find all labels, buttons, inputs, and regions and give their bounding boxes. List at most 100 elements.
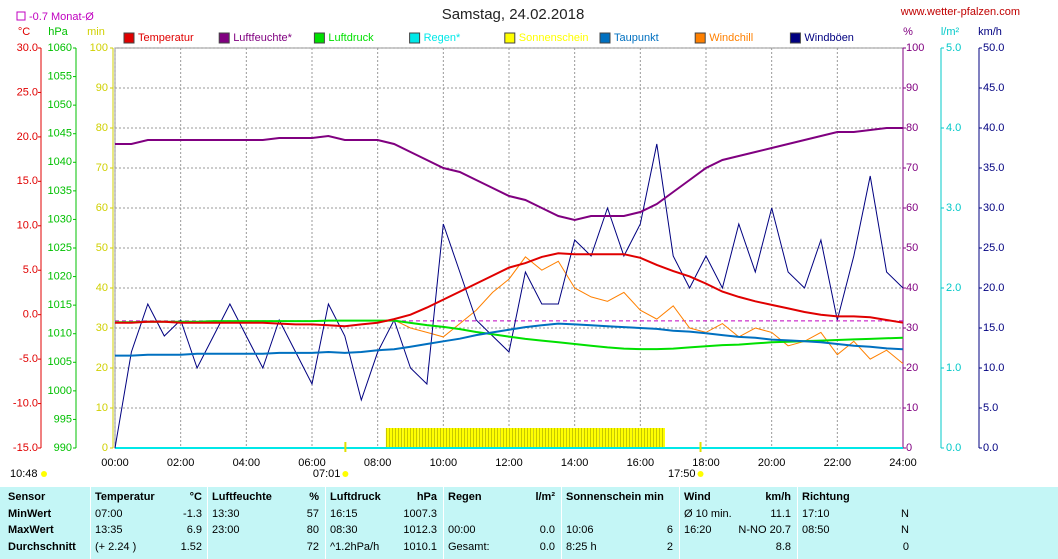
axis-unit: % (903, 26, 913, 38)
y-tick-label: 50 (906, 242, 918, 254)
y-tick-label: 1025 (48, 242, 72, 254)
y-tick-label: 45.0 (983, 82, 1004, 94)
x-tick-label: 04:00 (233, 457, 261, 469)
y-tick-label: 10.0 (983, 362, 1004, 374)
y-tick-label: 40.0 (983, 122, 1004, 134)
y-tick-label: 1040 (48, 156, 72, 168)
table-cell: Temperatur (95, 491, 155, 503)
legend-swatch (789, 32, 801, 44)
monthly-mean-label: -0.7 Monat-Ø (29, 11, 94, 23)
summary-table: Sensor Temperatur °C Luftfeuchte% Luftdruck h… (0, 487, 1058, 559)
table-separator (561, 487, 562, 559)
y-tick-label: 10 (906, 402, 918, 414)
y-tick-label: 1020 (48, 270, 72, 282)
y-tick-label: 5.0 (946, 42, 961, 54)
table-cell: 10:06 (566, 524, 594, 536)
y-tick-label: 60 (96, 202, 108, 214)
sun-label: 17:50 (668, 468, 696, 480)
y-tick-label: 2.0 (946, 282, 961, 294)
y-tick-label: 4.0 (946, 122, 961, 134)
table-separator (207, 487, 208, 559)
y-tick-label: 80 (96, 122, 108, 134)
y-tick-label: 40 (96, 282, 108, 294)
y-tick-label: 5.0 (23, 264, 38, 276)
y-tick-label: 1015 (48, 299, 72, 311)
legend-swatch (409, 32, 421, 44)
series-line (115, 322, 904, 357)
table-cell: (+ 2.24 ) (95, 540, 137, 553)
y-tick-label: 1050 (48, 99, 72, 111)
y-tick-label: 1010 (48, 328, 72, 340)
table-cell: Richtung (802, 491, 850, 503)
x-tick-label: 24:00 (889, 457, 917, 469)
table-cell: 23:00 (212, 524, 240, 536)
y-tick-label: 25.0 (983, 242, 1004, 254)
sunshine-bar (550, 428, 567, 448)
table-cell: 6 (666, 524, 673, 536)
table-cell: 11.1 (770, 507, 791, 520)
y-tick-label: 1.0 (946, 362, 961, 374)
table-cell: MinWert (8, 507, 52, 520)
sunshine-bar (500, 428, 518, 448)
y-tick-label: 40 (906, 282, 918, 294)
legend-swatch (694, 32, 706, 44)
x-tick-label: 06:00 (298, 457, 326, 469)
table-cell: Luftdruck (330, 491, 381, 503)
legend-swatch (313, 32, 325, 44)
x-tick-label: 22:00 (824, 457, 852, 469)
sunshine-bar (599, 428, 616, 448)
series-line (115, 127, 903, 222)
sun-dot (697, 471, 704, 477)
y-tick-label: 1055 (48, 70, 72, 82)
table-separator (797, 487, 798, 559)
table-cell: 1010.1 (403, 540, 437, 553)
table-cell: 6.9 (186, 524, 202, 536)
y-tick-label: 35.0 (983, 162, 1004, 174)
table-cell: °C (189, 491, 202, 503)
sun-label: 07:01 (313, 468, 341, 480)
y-tick-label: 0.0 (946, 442, 961, 454)
chart-title: Samstag, 24.02.2018 (442, 6, 585, 23)
y-tick-label: 70 (96, 162, 108, 174)
y-tick-label: 50 (96, 242, 108, 254)
table-cell: 17:10 (802, 507, 830, 520)
y-tick-label: 20.0 (983, 282, 1004, 294)
table-cell: 1007.3 (403, 507, 437, 520)
sunshine-bar (484, 428, 501, 448)
table-cell: Wind (684, 491, 711, 503)
legend-label: Taupunkt (614, 32, 659, 44)
y-tick-label: 10.0 (17, 220, 38, 232)
y-tick-label: 30.0 (983, 202, 1004, 214)
x-tick-label: 20:00 (758, 457, 786, 469)
x-tick-label: 00:00 (101, 457, 129, 469)
table-cell: Luftfeuchte (212, 491, 272, 503)
table-separator (679, 487, 680, 559)
sunshine-bar (402, 428, 419, 448)
y-tick-label: -5.0 (19, 353, 38, 365)
legend-label: Sonnenschein (519, 32, 589, 44)
table-cell: 13:30 (212, 507, 240, 520)
sunshine-bar (648, 428, 665, 448)
table-cell: N (901, 524, 909, 536)
sunshine-bar (418, 428, 436, 448)
sunshine-bar (615, 428, 633, 448)
monthly-mean-icon (16, 11, 26, 21)
x-tick-label: 10:00 (430, 457, 458, 469)
table-cell: 13:35 (95, 524, 123, 536)
series-line (115, 252, 904, 328)
y-tick-label: 1035 (48, 185, 72, 197)
sunshine-bar (566, 428, 583, 448)
table-cell: Ø 10 min. (684, 507, 732, 520)
chart: Samstag, 24.02.2018 www.wetter-pfalzen.c… (10, 5, 1020, 480)
y-tick-label: 5.0 (983, 402, 998, 414)
y-tick-label: 100 (906, 42, 924, 54)
table-cell: N-NO 20.7 (738, 524, 791, 536)
table-separator (325, 487, 326, 559)
daylength-label: 10:48 (10, 468, 38, 480)
table-cell: N (901, 507, 909, 520)
table-cell: Regen (448, 491, 482, 503)
series-line (114, 143, 904, 449)
source: www.wetter-pfalzen.com (900, 6, 1020, 18)
table-cell: 80 (306, 524, 319, 536)
